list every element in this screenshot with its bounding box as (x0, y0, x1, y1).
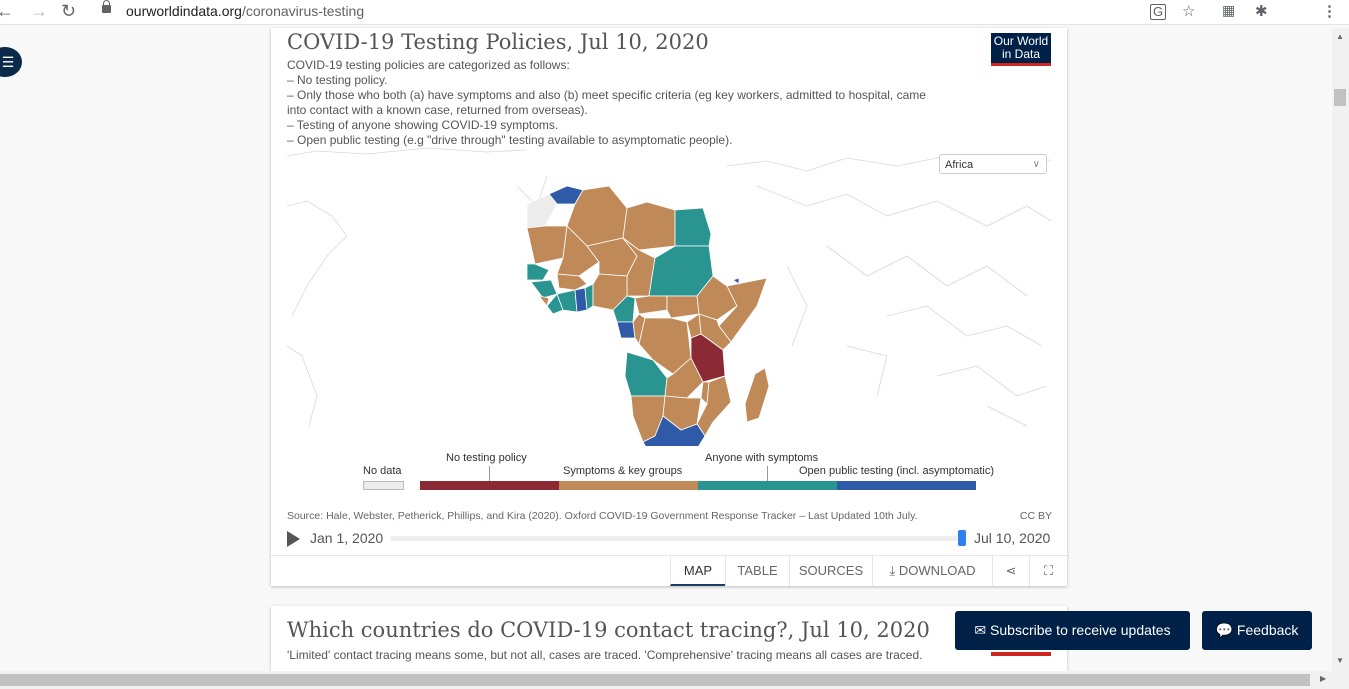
tab-download-label: DOWNLOAD (898, 563, 976, 578)
vertical-scrollbar[interactable]: ▲ ▼ (1332, 28, 1349, 671)
africa-countries[interactable] (526, 185, 770, 446)
share-button[interactable]: ⋖ (992, 556, 1029, 586)
next-chart-title: Which countries do COVID-19 contact trac… (287, 618, 930, 642)
legend-label-no-data: No data (363, 465, 402, 477)
subtitle-line: – Open public testing (e.g "drive throug… (287, 133, 733, 147)
subtitle-line: into contact with a known case, returned… (287, 103, 588, 117)
browser-toolbar: ← → ↻ ourworldindata.org/coronavirus-tes… (0, 0, 1349, 25)
country-guinea[interactable] (530, 279, 558, 299)
subtitle-line: – Testing of anyone showing COVID-19 sym… (287, 118, 559, 132)
legend-label-no-testing: No testing policy (446, 452, 527, 464)
logo-line: Our World (993, 34, 1049, 48)
envelope-icon: ✉ (974, 622, 987, 638)
bookmark-star-icon[interactable]: ☆ (1182, 3, 1196, 20)
address-bar[interactable]: ourworldindata.org/coronavirus-testing (88, 0, 1208, 23)
chart-tabs: MAP TABLE SOURCES ⤓ DOWNLOAD ⋖ ⛶ (271, 555, 1067, 587)
chevron-down-icon: ∨ (1032, 159, 1040, 170)
country-cameroon[interactable] (612, 295, 636, 323)
license-link[interactable]: CC BY (1019, 510, 1052, 522)
scroll-right-icon[interactable]: ▶ (1320, 674, 1327, 683)
country-mozambique[interactable] (696, 375, 732, 437)
reload-icon[interactable]: ↻ (61, 1, 77, 21)
list-icon: ☰ (1, 54, 15, 70)
tab-sources[interactable]: SOURCES (789, 556, 872, 586)
next-chart-card: Which countries do COVID-19 contact trac… (271, 606, 1067, 676)
expand-icon: ⛶ (1043, 563, 1054, 578)
subtitle-line: – No testing policy. (287, 73, 388, 87)
country-egypt[interactable] (674, 207, 712, 247)
tab-table[interactable]: TABLE (725, 556, 789, 586)
subtitle-line: – Only those who both (a) have symptoms … (287, 88, 926, 102)
feedback-button[interactable]: 💬 Feedback (1202, 611, 1312, 650)
timeline-track[interactable] (390, 536, 960, 541)
scrollbar-thumb[interactable] (0, 674, 1310, 686)
legend-swatch-anyone-symptoms[interactable] (698, 481, 837, 490)
region-select-value: Africa (945, 159, 974, 171)
country-senegal[interactable] (526, 263, 550, 281)
comment-icon: 💬 (1215, 622, 1234, 638)
source-note: Source: Hale, Webster, Petherick, Philli… (287, 510, 918, 522)
back-arrow-icon[interactable]: ← (0, 1, 14, 21)
legend-label-symptoms-key: Symptoms & key groups (563, 465, 683, 477)
table-of-contents-button[interactable]: ☰ (0, 47, 22, 77)
world-map[interactable] (287, 146, 1051, 446)
scrollbar-thumb[interactable] (1334, 89, 1346, 106)
tab-map[interactable]: MAP (670, 556, 725, 586)
legend-tick (767, 466, 768, 481)
legend-label-open-public: Open public testing (incl. asymptomatic) (799, 465, 995, 477)
country-mauritania[interactable] (526, 225, 568, 265)
tab-download[interactable]: ⤓ DOWNLOAD (872, 556, 992, 586)
subtitle-line: COVID-19 testing policies are categorize… (287, 58, 570, 72)
puzzle-icon[interactable]: ✱ (1255, 3, 1268, 20)
world-outline (287, 147, 1051, 427)
country-western-sahara[interactable] (526, 193, 558, 229)
legend-label-anyone-symptoms: Anyone with symptoms (705, 452, 819, 464)
country-uganda-rwanda[interactable] (686, 313, 702, 339)
legend-swatch-no-testing[interactable] (420, 481, 559, 490)
map-legend: No data No testing policy Symptoms & key… (271, 448, 1067, 493)
country-madagascar[interactable] (744, 367, 770, 423)
country-chad[interactable] (622, 237, 656, 297)
lock-icon (102, 0, 111, 13)
url-text: ourworldindata.org/coronavirus-testing (126, 3, 365, 19)
translate-icon[interactable]: G (1150, 4, 1167, 20)
logo-line: in Data (1001, 47, 1041, 61)
fullscreen-button[interactable]: ⛶ (1029, 556, 1067, 586)
country-south-africa[interactable] (642, 415, 706, 446)
subscribe-label: Subscribe to receive updates (990, 622, 1171, 638)
horizontal-scrollbar[interactable]: ▶ (0, 671, 1349, 689)
chart-title: COVID-19 Testing Policies, Jul 10, 2020 (287, 30, 709, 54)
timeline-end-label[interactable]: Jul 10, 2020 (974, 530, 1051, 546)
play-icon[interactable] (287, 531, 300, 547)
timeline: Jan 1, 2020 Jul 10, 2020 (287, 528, 1051, 548)
chart-subtitle: COVID-19 testing policies are categorize… (287, 58, 957, 148)
country-car[interactable] (634, 295, 668, 315)
scroll-down-icon[interactable]: ▼ (1336, 656, 1344, 665)
country-djibouti[interactable] (732, 277, 740, 285)
legend-swatch-open-public[interactable] (837, 481, 976, 490)
share-icon: ⋖ (1005, 563, 1017, 578)
feedback-label: Feedback (1236, 622, 1299, 638)
legend-swatch-symptoms-key[interactable] (559, 481, 698, 490)
country-burkina-faso[interactable] (556, 273, 588, 291)
owid-logo[interactable]: Our World in Data (991, 33, 1051, 66)
timeline-handle[interactable] (958, 530, 966, 546)
next-chart-description: 'Limited' contact tracing means some, bu… (287, 648, 923, 662)
country-libya[interactable] (622, 201, 676, 251)
forward-arrow-icon[interactable]: → (30, 1, 48, 21)
country-sierra-leone[interactable] (538, 295, 550, 307)
download-icon: ⤓ (889, 563, 896, 578)
subscribe-button[interactable]: ✉ Subscribe to receive updates (955, 611, 1190, 650)
timeline-start-label[interactable]: Jan 1, 2020 (310, 530, 384, 546)
scroll-up-icon[interactable]: ▲ (1336, 32, 1344, 41)
region-select[interactable]: Africa ∨ (939, 154, 1047, 174)
kebab-menu-icon[interactable]: ⋮ (1322, 3, 1337, 20)
legend-tick (489, 466, 490, 481)
country-south-sudan[interactable] (666, 295, 700, 319)
country-gabon[interactable] (616, 321, 636, 339)
grid-icon[interactable]: ▦ (1222, 2, 1236, 18)
chart-card: COVID-19 Testing Policies, Jul 10, 2020 … (271, 28, 1067, 586)
owid-logo-partial (991, 652, 1051, 656)
legend-swatch-no-data[interactable] (363, 481, 404, 490)
